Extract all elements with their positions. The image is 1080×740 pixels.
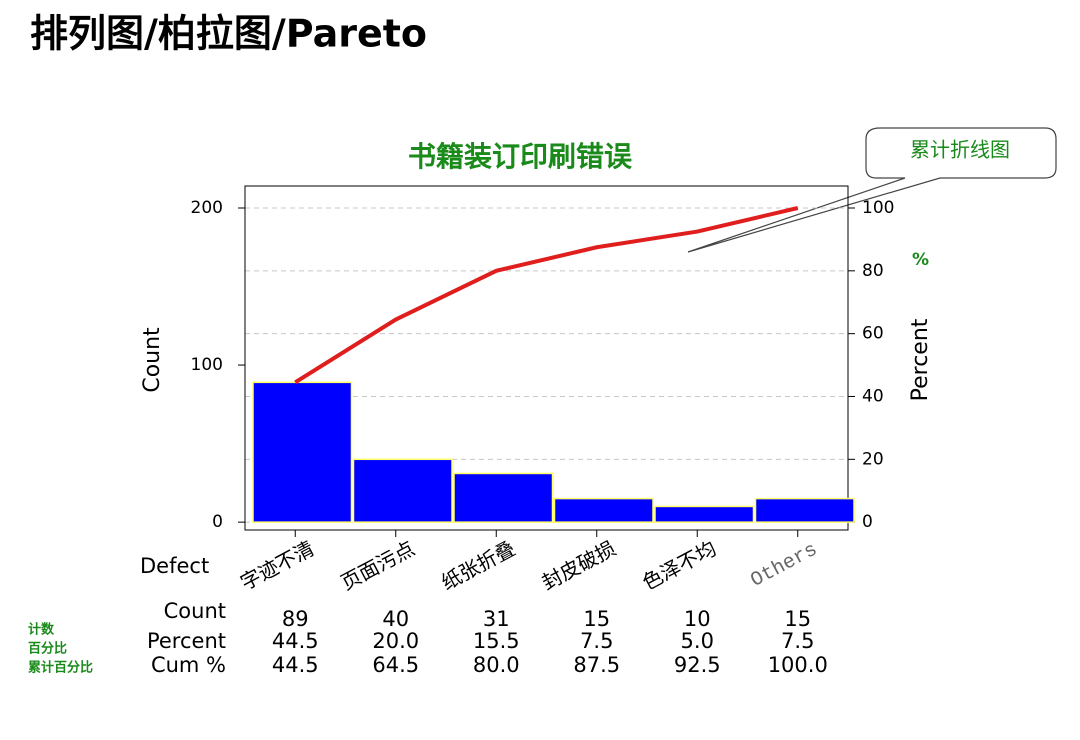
table-value: 100.0 — [768, 653, 828, 677]
bar — [453, 472, 554, 523]
chart-title: 书籍装订印刷错误 — [408, 140, 633, 173]
bar — [352, 458, 453, 523]
y2-tick-label: 0 — [862, 512, 873, 532]
callout-box — [687, 127, 1057, 253]
y-tick-label: 0 — [212, 512, 223, 532]
table-value: 44.5 — [272, 653, 319, 677]
x-tick-label: 纸张折叠 — [437, 536, 519, 595]
x-tick-label: 色泽不均 — [638, 536, 720, 595]
table-value: 31 — [483, 607, 510, 631]
y2-tick-label: 40 — [862, 386, 884, 406]
table-value: 44.5 — [272, 629, 319, 653]
bar — [654, 505, 755, 523]
row-label: Cum % — [151, 653, 226, 677]
callout-text: 累计折线图 — [910, 138, 1010, 162]
x-tick-label: 字迹不清 — [236, 536, 318, 595]
bar — [553, 497, 654, 523]
row-note: 累计百分比 — [28, 660, 93, 676]
x-axis-label: Defect — [140, 554, 209, 578]
row-label: Count — [164, 599, 226, 623]
x-tick-label: 页面污点 — [337, 536, 419, 595]
y2-axis-label: Percent — [908, 318, 933, 401]
table-value: 15 — [784, 607, 811, 631]
x-tick-label: Others — [747, 539, 821, 593]
table-value: 20.0 — [372, 629, 419, 653]
table-value: 64.5 — [372, 653, 419, 677]
y2-tick-label: 60 — [862, 324, 884, 344]
plot-frame — [244, 185, 849, 531]
table-value: 10 — [684, 607, 711, 631]
y2-tick-label: 20 — [862, 449, 884, 469]
row-label: Percent — [147, 629, 226, 653]
table-value: 80.0 — [473, 653, 520, 677]
table-value: 89 — [282, 607, 309, 631]
bar — [754, 497, 855, 523]
table-value: 7.5 — [580, 629, 613, 653]
table-value: 15 — [583, 607, 610, 631]
slide-title: 排列图/柏拉图/Pareto — [30, 12, 427, 56]
table-value: 87.5 — [573, 653, 620, 677]
table-value: 5.0 — [681, 629, 714, 653]
table-value: 15.5 — [473, 629, 520, 653]
y2-tick-label: 100 — [862, 198, 894, 218]
percent-symbol: % — [912, 250, 929, 270]
y-tick-label: 200 — [191, 198, 223, 218]
y-axis-label: Count — [140, 327, 165, 393]
bar — [252, 381, 353, 523]
cum-line — [294, 206, 799, 385]
y2-tick-label: 80 — [862, 261, 884, 281]
y-tick-label: 100 — [191, 355, 223, 375]
row-note: 计数 — [28, 622, 55, 638]
table-value: 40 — [382, 607, 409, 631]
row-note: 百分比 — [28, 641, 67, 657]
table-value: 92.5 — [674, 653, 721, 677]
x-tick-label: 封皮破损 — [538, 536, 620, 595]
table-value: 7.5 — [781, 629, 814, 653]
